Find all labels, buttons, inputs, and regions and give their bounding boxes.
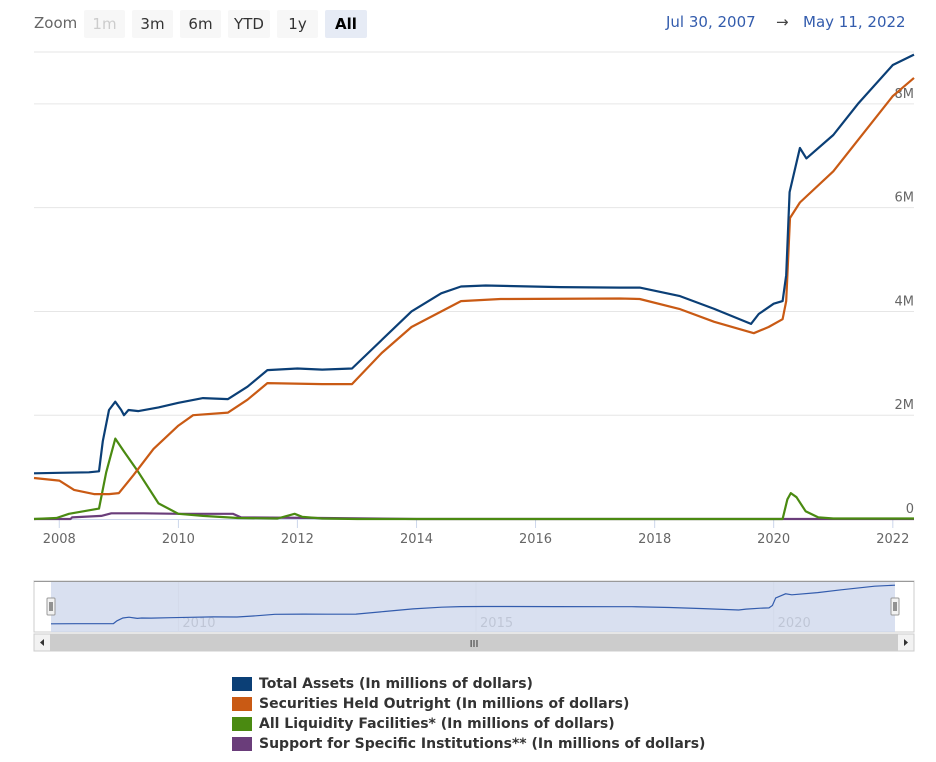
scrollbar-grip: III (470, 639, 479, 650)
y-tick-label: 0 (906, 502, 914, 517)
scroll-right-arrow-icon[interactable] (904, 639, 908, 646)
legend-label: All Liquidity Facilities* (In millions o… (259, 716, 615, 732)
legend-item[interactable]: Support for Specific Institutions** (In … (232, 734, 705, 754)
zoom-6m-button[interactable]: 6m (180, 10, 221, 38)
legend-swatch (232, 677, 252, 691)
scrollbar-thumb[interactable] (50, 634, 898, 651)
legend-item[interactable]: All Liquidity Facilities* (In millions o… (232, 714, 705, 734)
range-to-date[interactable]: May 11, 2022 (803, 13, 906, 31)
series-line-total-assets (33, 53, 915, 475)
series-line-securities (33, 77, 915, 496)
series-line-liquidity (33, 437, 914, 521)
zoom-toolbar: Zoom 1m 3m 6m YTD 1y All Jul 30, 2007 → … (0, 0, 936, 48)
legend-item[interactable]: Securities Held Outright (In millions of… (232, 694, 705, 714)
range-arrow: → (776, 13, 789, 31)
x-tick-label: 2016 (519, 532, 552, 547)
zoom-3m-button[interactable]: 3m (132, 10, 173, 38)
x-tick-label: 2012 (281, 532, 314, 547)
legend-swatch (232, 737, 252, 751)
zoom-1y-button[interactable]: 1y (277, 10, 318, 38)
zoom-all-button[interactable]: All (325, 10, 367, 38)
legend-item[interactable]: Total Assets (In millions of dollars) (232, 674, 705, 694)
navigator-right-handle[interactable] (890, 597, 900, 616)
scroll-left-arrow-icon[interactable] (40, 639, 44, 646)
chart-area: 0 2M 4M 6M 8M 2008 2010 2012 2014 2016 2018 2020 202… (33, 51, 915, 652)
x-tick-label: 2014 (400, 532, 433, 547)
zoom-label: Zoom (34, 14, 78, 32)
x-tick-label: 2022 (876, 532, 909, 547)
legend: Total Assets (In millions of dollars) Sec… (232, 674, 705, 754)
legend-swatch (232, 717, 252, 731)
x-tick-label: 2018 (638, 532, 671, 547)
zoom-1m-button[interactable]: 1m (84, 10, 125, 38)
legend-swatch (232, 697, 252, 711)
x-tick-label: 2020 (757, 532, 790, 547)
range-from-date[interactable]: Jul 30, 2007 (666, 13, 756, 31)
y-tick-label: 2M (895, 398, 915, 413)
navigator-left-handle[interactable] (46, 597, 56, 616)
legend-label: Securities Held Outright (In millions of… (259, 696, 630, 712)
zoom-ytd-button[interactable]: YTD (228, 10, 270, 38)
navigator-series-line (50, 584, 896, 625)
legend-label: Total Assets (In millions of dollars) (259, 676, 533, 692)
y-tick-label: 8M (895, 87, 915, 102)
y-tick-label: 6M (895, 191, 915, 206)
x-tick-label: 2008 (43, 532, 76, 547)
legend-label: Support for Specific Institutions** (In … (259, 736, 706, 752)
y-tick-label: 4M (895, 294, 915, 309)
x-tick-label: 2010 (162, 532, 195, 547)
